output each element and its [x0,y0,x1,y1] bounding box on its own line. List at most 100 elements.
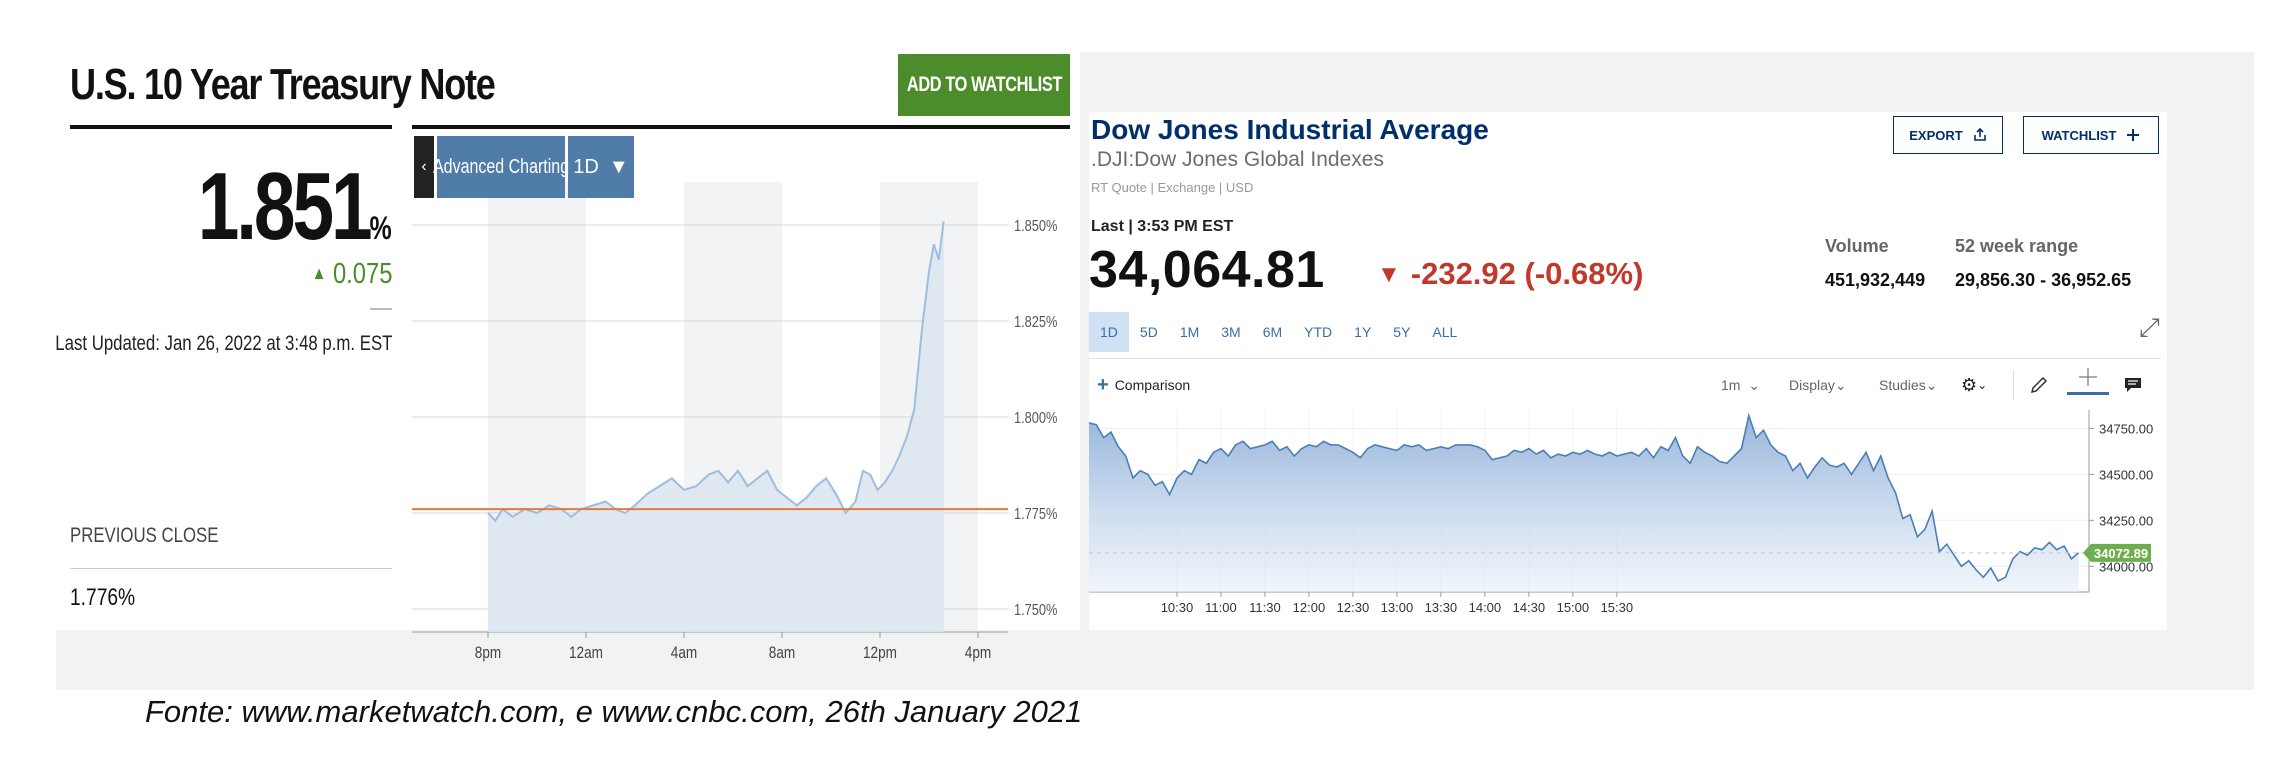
watchlist-label: WATCHLIST [2041,127,2117,143]
chevron-down-icon: ⌄ [1834,376,1847,393]
add-to-watchlist-button[interactable]: ADD TO WATCHLIST [898,54,1070,116]
previous-close-divider [70,568,392,569]
volume-value: 451,932,449 [1825,270,1926,290]
dow-line [1089,412,2080,583]
x-tick-label: 15:30 [1601,600,1634,615]
plus-icon [2127,129,2140,141]
chevron-down-icon: ⌄ [1748,376,1760,393]
dropdown-arrow-icon: ▼ [608,155,629,178]
share-icon [1973,128,1986,141]
x-tick-label: 14:30 [1513,600,1546,615]
quote-meta: RT Quote | Exchange | USD [1091,180,1254,195]
range-tab-1y[interactable]: 1Y [1354,324,1372,340]
range-tab-1m[interactable]: 1M [1179,324,1200,340]
index-change: ▼ -232.92 (-0.68%) [1377,256,1643,292]
range-tab-ytd[interactable]: YTD [1304,324,1333,340]
x-tick-label: 12:00 [1293,600,1326,615]
last-value-label: 34072.89 [2094,546,2148,561]
yield-line [487,221,945,523]
week52-range-value: 29,856.30 - 36,952.65 [1955,270,2132,290]
x-tick-label: 12:30 [1337,600,1370,615]
display-dropdown[interactable]: Display ⌄ [1789,370,1847,400]
yield-area [488,221,944,632]
volume-label: Volume [1825,236,1889,256]
crosshair-active-indicator [2067,392,2109,395]
studies-dropdown[interactable]: Studies ⌄ [1879,370,1937,400]
studies-label: Studies [1879,377,1926,393]
index-title: Dow Jones Industrial Average [1091,114,1489,145]
advanced-charting-button[interactable]: Advanced Charting [433,136,569,198]
range-tab-5y[interactable]: 5Y [1393,324,1411,340]
x-tick-label: 10:30 [1161,600,1194,615]
cnbc-panel: Dow Jones Industrial Average .DJI:Dow Jo… [1089,112,2167,630]
collapse-panel-button[interactable]: ‹ [414,136,434,198]
x-tick-label: 11:00 [1205,600,1237,615]
comparison-button[interactable]: + Comparison [1097,370,1190,400]
down-arrow-icon: ▼ [1377,261,1401,288]
plus-icon: + [1097,373,1109,396]
dow-area [1089,415,2079,592]
x-tick-label: 12pm [863,644,897,663]
y-tick-label: 1.800% [1014,410,1057,428]
y-tick-label: 34500.00 [2099,467,2153,482]
marketwatch-panel: U.S. 10 Year Treasury Note ADD TO WATCHL… [54,52,1080,662]
dow-jones-chart: 34750.00 34500.00 34250.00 34000.00 10:30 11:… [1089,410,2153,615]
watchlist-button[interactable]: WATCHLIST [2023,116,2159,154]
last-updated: Last Updated: Jan 26, 2022 at 3:48 p.m. … [54,332,392,355]
export-label: EXPORT [1909,127,1963,143]
export-button[interactable]: EXPORT [1893,116,2003,154]
crosshair-button[interactable] [2067,366,2109,402]
tools-divider [2013,370,2014,400]
title-divider-left [70,125,392,129]
x-tick-label: 4pm [965,644,991,663]
y-tick-label: 34750.00 [2099,421,2153,436]
comment-icon [2125,378,2141,392]
y-tick-label: 1.825% [1014,314,1057,332]
range-tab-3m[interactable]: 3M [1221,324,1241,340]
index-change-value: -232.92 (-0.68%) [1410,256,1644,291]
x-tick-label: 11:30 [1249,600,1281,615]
last-trade-time: Last | 3:53 PM EST [1091,218,1234,235]
range-dropdown[interactable]: 1D ▼ [568,136,634,198]
chart-toolbar: ‹ Advanced Charting 1D ▼ [414,136,634,198]
page-title: U.S. 10 Year Treasury Note [70,60,496,109]
settings-button[interactable]: ⚙ ⌄ [1961,370,1987,400]
x-tick-label: 13:30 [1425,600,1458,615]
week52-range-label: 52 week range [1955,236,2079,256]
advanced-charting-label: Advanced Charting [432,155,570,178]
comparison-label: Comparison [1114,377,1191,393]
previous-close-label: PREVIOUS CLOSE [70,524,219,547]
up-arrow-icon: ▲ [311,263,326,283]
y-tick-label: 34250.00 [2099,513,2153,528]
x-tick-label: 13:00 [1381,600,1414,615]
y-tick-label: 1.750% [1014,602,1057,620]
toolbar-divider [1089,358,2161,359]
index-subtitle: .DJI:Dow Jones Global Indexes [1091,148,1384,171]
yield-change: ▲ 0.075 [311,258,392,291]
title-divider-right [412,125,1070,129]
source-caption: Fonte: www.marketwatch.com, e www.cnbc.c… [145,694,1083,729]
range-tab-6m[interactable]: 6M [1262,324,1283,340]
x-tick-label: 8am [769,644,795,663]
range-tab-1d[interactable]: 1D [1089,312,1129,352]
y-tick-label: 1.775% [1014,506,1057,524]
x-tick-label: 4am [671,644,697,663]
x-tick-label: 12am [569,644,603,663]
current-yield: 1.851% [198,152,392,262]
annotation-button[interactable] [2123,370,2143,400]
draw-button[interactable] [2029,370,2049,400]
range-tab-all[interactable]: ALL [1432,324,1458,340]
chevron-down-icon: ⌄ [1925,376,1938,393]
interval-dropdown[interactable]: 1m ⌄ [1721,370,1760,400]
current-yield-value: 1.851 [198,153,373,260]
x-tick-label: 14:00 [1469,600,1502,615]
last-value-badge [2083,543,2151,562]
gear-icon: ⚙ [1961,374,1978,395]
range-tab-5d[interactable]: 5D [1139,324,1158,340]
display-label: Display [1789,377,1835,393]
y-tick-label: 34000.00 [2099,559,2153,574]
x-tick-label: 8pm [475,644,501,663]
x-tick-label: 15:00 [1557,600,1590,615]
expand-icon[interactable]: ⤢ [2139,312,2160,342]
yield-unit: % [369,210,392,246]
